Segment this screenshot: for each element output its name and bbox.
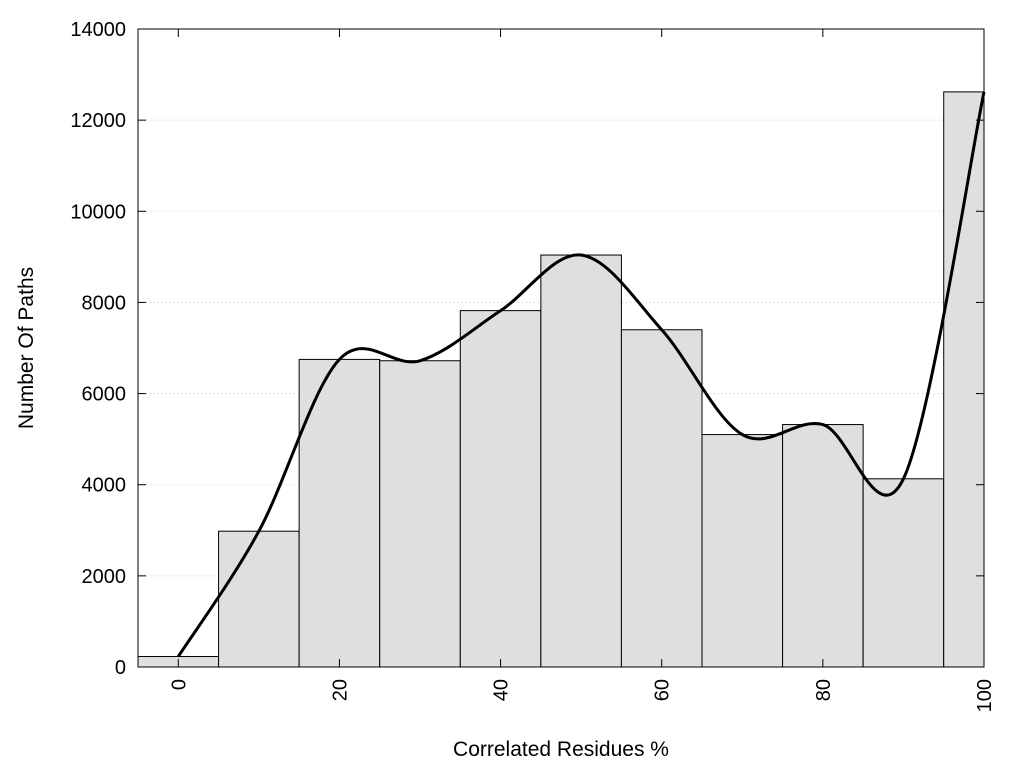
y-tick-label: 8000 xyxy=(82,292,127,314)
y-tick-label: 10000 xyxy=(70,201,126,223)
smooth-trend-line xyxy=(177,91,986,658)
y-tick-label: 2000 xyxy=(82,566,127,588)
bar xyxy=(943,91,985,668)
bar xyxy=(862,478,945,668)
plot-frame xyxy=(137,28,985,668)
bar xyxy=(218,530,300,668)
y-tick-label: 14000 xyxy=(70,19,126,41)
y-tick-label: 6000 xyxy=(82,384,127,406)
x-tick-label: 0 xyxy=(168,679,190,690)
bar xyxy=(701,434,784,668)
bar xyxy=(620,329,703,668)
bar xyxy=(298,358,381,668)
x-tick-label: 100 xyxy=(974,679,996,712)
x-axis-ticks: 0 20 40 60 80 100 xyxy=(168,29,996,712)
y-tick-label: 12000 xyxy=(70,110,126,132)
bar xyxy=(459,310,542,668)
x-tick-label: 20 xyxy=(329,679,351,701)
x-tick-label: 60 xyxy=(652,679,674,701)
x-tick-label: 80 xyxy=(813,679,835,701)
bar xyxy=(540,254,622,668)
x-axis-title: Correlated Residues % xyxy=(453,738,669,761)
bar xyxy=(782,424,864,668)
bars xyxy=(137,91,985,668)
y-axis-title: Number Of Paths xyxy=(15,267,38,429)
x-tick-label: 40 xyxy=(491,679,513,701)
y-tick-label: 0 xyxy=(115,657,126,679)
bar xyxy=(379,360,461,668)
y-axis-ticks: 0 2000 4000 6000 8000 10000 12000 14000 xyxy=(70,19,984,679)
y-tick-label: 4000 xyxy=(82,475,127,497)
